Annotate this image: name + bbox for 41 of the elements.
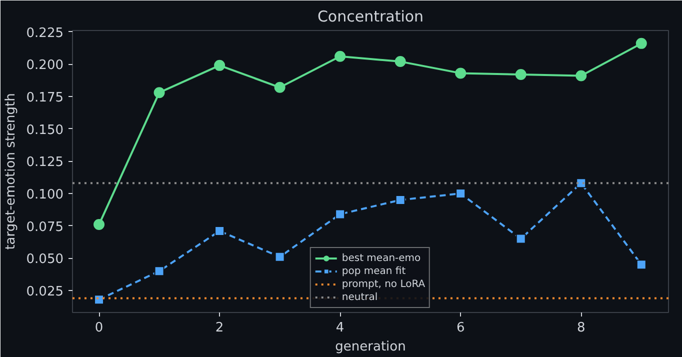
legend-label: neutral	[342, 291, 378, 303]
point	[576, 178, 586, 188]
point	[214, 60, 226, 71]
point	[214, 226, 225, 236]
y-tick-label: 0.200	[26, 58, 64, 74]
y-tick-label: 0.025	[26, 284, 64, 300]
y-tick-label: 0.100	[26, 187, 64, 202]
point	[515, 68, 526, 80]
point	[636, 38, 647, 49]
point	[274, 82, 286, 93]
x-axis-title: generation	[335, 340, 406, 354]
point	[335, 209, 346, 220]
chart-title: Concentration	[317, 8, 424, 26]
x-tick-label: 0	[94, 320, 104, 336]
legend-label: best mean-emo	[342, 252, 421, 264]
point	[456, 188, 466, 198]
legend-label: pop mean fit	[342, 265, 406, 277]
point	[576, 70, 587, 82]
point	[455, 68, 466, 79]
point	[516, 234, 526, 244]
x-tick-label: 2	[215, 320, 224, 336]
x-tick-label: 8	[576, 320, 586, 336]
point	[94, 219, 105, 230]
y-tick-label: 0.150	[26, 122, 64, 138]
x-tick-label: 6	[456, 320, 465, 336]
y-tick-label: 0.050	[26, 252, 64, 268]
point	[636, 260, 646, 270]
point	[154, 266, 164, 276]
y-axis-title: target-emotion strength	[3, 93, 18, 250]
y-tick-label: 0.175	[26, 90, 64, 106]
y-tick-label: 0.075	[26, 220, 64, 235]
point	[154, 87, 165, 98]
y-tick-label: 0.125	[26, 155, 64, 170]
point	[274, 252, 285, 262]
legend-label: prompt, no LoRA	[342, 278, 426, 290]
y-tick-label: 0.225	[26, 26, 64, 41]
point	[395, 194, 406, 205]
point	[334, 50, 346, 62]
point	[94, 294, 104, 305]
x-tick-label: 4	[336, 320, 344, 336]
point	[394, 56, 406, 68]
